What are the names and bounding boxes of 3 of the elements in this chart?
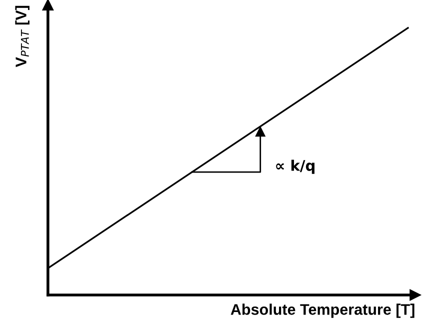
y-axis-title: V$_{PTAT}$ [V] [15,6,30,68]
annotation: ∝ k/q [276,160,314,174]
x-axis-title: Absolute Temperature [T] [230,304,414,318]
